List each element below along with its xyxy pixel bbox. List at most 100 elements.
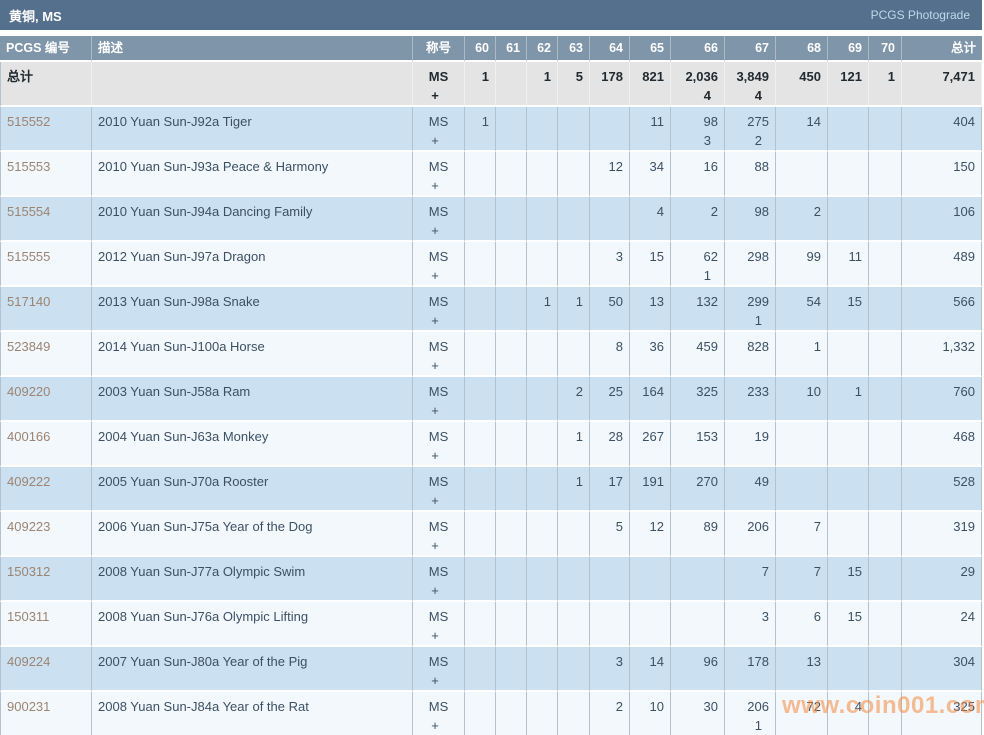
grade-cell-65: 36 [630,332,671,377]
grade-cell-70: 1 [869,62,902,107]
plus-count [502,221,520,240]
ms-count [875,562,895,581]
description-cell: 2004 Yuan Sun-J63a Monkey [92,422,413,467]
pcgs-number-link[interactable]: 515555 [7,249,51,264]
grade-cell-62 [527,242,558,287]
ms-count: 1 [575,294,583,309]
designation-ms: MS [428,339,449,354]
grade-cell-61 [496,152,527,197]
plus-count [533,581,551,600]
plus-count [502,176,520,195]
pcgs-number-cell: 150312 [0,557,92,602]
pcgs-number-link[interactable]: 150312 [7,564,51,579]
pcgs-number-link[interactable]: 517140 [7,294,51,309]
ms-count [875,382,895,401]
column-header-grade-61: 61 [496,36,527,62]
plus-count [875,536,895,555]
plus-count [471,716,489,735]
plus-count [564,131,583,150]
ms-count [875,607,895,626]
ms-count [875,697,895,716]
grade-cell-66: 270 [671,467,725,512]
plus-count [471,581,489,600]
ms-count: 178 [747,654,769,669]
plus-count [636,581,664,600]
pcgs-number-link[interactable]: 515552 [7,114,51,129]
plus-count: 4 [703,88,711,103]
grade-cell-60: 1 [465,107,496,152]
ms-count: 298 [747,249,769,264]
ms-count: 1 [854,384,862,399]
pcgs-number-link[interactable]: 515553 [7,159,51,174]
plus-count [533,446,551,465]
pcgs-number-link[interactable]: 409222 [7,474,51,489]
plus-count [564,221,583,240]
pcgs-number-link[interactable]: 523849 [7,339,51,354]
grade-cell-69 [828,422,869,467]
pop-report-table: PCGS 编号 描述 称号 60 61 62 63 64 65 66 67 68 69 70 总计 总计 MS… [0,36,982,735]
grade-cell-65: 11 [630,107,671,152]
pcgs-number-link[interactable]: 409224 [7,654,51,669]
plus-count [596,86,623,105]
grade-cell-60 [465,557,496,602]
plus-count [471,536,489,555]
grade-cell-67: 299 1 [725,287,776,332]
ms-count: 72 [806,699,821,714]
plus-count [834,626,862,645]
plus-count [677,671,718,690]
ms-count [471,652,489,671]
description-cell: 2003 Yuan Sun-J58a Ram [92,377,413,422]
grade-cell-69 [828,107,869,152]
grade-cell-67: 206 [725,512,776,557]
total-cell: 150 [902,152,982,197]
pcgs-number-cell: 409223 [0,512,92,557]
designation-ms: MS [428,249,449,264]
column-header-grade-67: 67 [725,36,776,62]
ms-count [596,607,623,626]
grade-cell-64: 17 [590,467,630,512]
pcgs-number-link[interactable]: 400166 [7,429,51,444]
plus-count [782,716,821,735]
pcgs-number-link[interactable]: 409220 [7,384,51,399]
grade-cell-66: 459 [671,332,725,377]
plus-count [533,311,551,330]
plus-count [596,536,623,555]
total-cell: 106 [902,197,982,242]
plus-count [782,536,821,555]
grade-cell-63 [558,332,590,377]
total-cell: 760 [902,377,982,422]
ms-count: 15 [649,249,664,264]
pcgs-number-link[interactable]: 515554 [7,204,51,219]
grade-cell-68 [776,467,828,512]
plus-count [533,671,551,690]
ms-count: 1 [543,69,551,84]
plus-count [502,626,520,645]
pcgs-number-link[interactable]: 409223 [7,519,51,534]
plus-count [564,311,583,330]
pcgs-number-link[interactable]: 900231 [7,699,51,714]
ms-count [533,472,551,491]
plus-count [502,266,520,285]
photograde-link[interactable]: PCGS Photograde [870,8,970,22]
grade-cell-62 [527,692,558,735]
ms-count: 11 [848,249,863,264]
ms-count: 13 [806,654,821,669]
ms-count [875,247,895,266]
ms-count: 5 [575,69,583,84]
grade-cell-69: 11 [828,242,869,287]
description-cell: 2010 Yuan Sun-J94a Dancing Family [92,197,413,242]
plus-count [471,446,489,465]
plus-count [834,356,862,375]
table-row: 409220 2003 Yuan Sun-J58a Ram MS +2 25 164 325… [0,377,982,422]
grade-cell-61 [496,422,527,467]
total-cell: 29 [902,557,982,602]
pcgs-number-link[interactable]: 150311 [7,609,50,624]
plus-count [596,491,623,510]
plus-count [677,401,718,420]
grade-cell-64: 5 [590,512,630,557]
total-count: 489 [953,249,975,264]
pcgs-number-cell: 523849 [0,332,92,377]
grade-cell-69: 1 [828,377,869,422]
ms-count: 62 [703,249,718,264]
ms-count [502,202,520,221]
